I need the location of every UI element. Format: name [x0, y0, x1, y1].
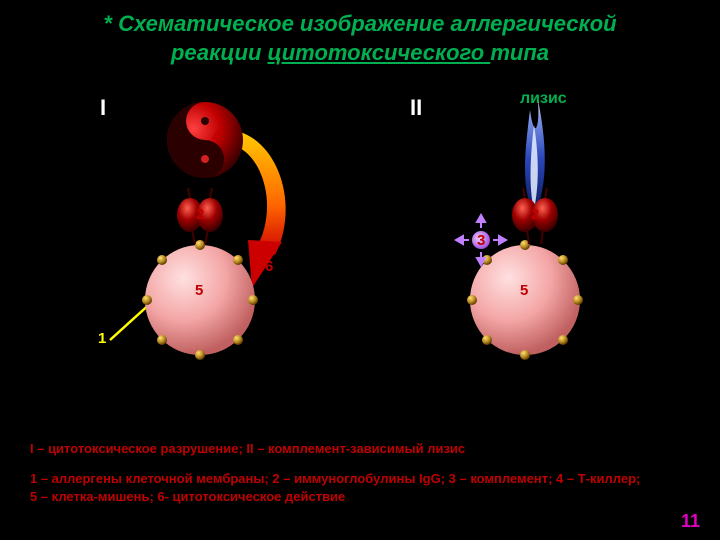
antigen: [248, 295, 258, 305]
antigen: [558, 255, 568, 265]
t-killer-dot1: [201, 117, 209, 125]
antigen: [233, 335, 243, 345]
antigen: [573, 295, 583, 305]
legend-line-1: I – цитотоксическое разрушение; II – ком…: [30, 440, 465, 458]
num-2a: 2: [196, 206, 204, 223]
igg-2-top-l: [523, 188, 525, 198]
antigen: [467, 295, 477, 305]
num-1: 1: [98, 330, 106, 347]
igg-2-stem-r: [541, 230, 543, 244]
num-3: 3: [477, 232, 485, 249]
cytotoxic-arrow: [0, 0, 720, 540]
antigen: [157, 335, 167, 345]
igg-1-stem-r: [205, 230, 208, 244]
antigen: [195, 350, 205, 360]
igg-1-top-r: [210, 188, 212, 198]
antigen: [157, 255, 167, 265]
legend-line-2: 1 – аллергены клеточной мембраны; 2 – им…: [30, 470, 640, 506]
igg-2-top-r: [545, 188, 547, 198]
antigen: [558, 335, 568, 345]
antigen: [482, 335, 492, 345]
page-number: 11: [681, 511, 700, 532]
num-6: 6: [265, 258, 273, 275]
antigen: [233, 255, 243, 265]
antigen: [195, 240, 205, 250]
slide: * Схематическое изображение аллергическо…: [0, 0, 720, 540]
t-killer-dot2: [201, 155, 209, 163]
antigen: [520, 350, 530, 360]
igg-1-stem-l: [192, 230, 195, 244]
antigen: [142, 295, 152, 305]
num-5a: 5: [195, 282, 203, 299]
igg-1-top-l: [188, 188, 190, 198]
num-5b: 5: [520, 282, 528, 299]
num-4: 4: [212, 128, 220, 145]
num-2b: 2: [531, 206, 539, 223]
